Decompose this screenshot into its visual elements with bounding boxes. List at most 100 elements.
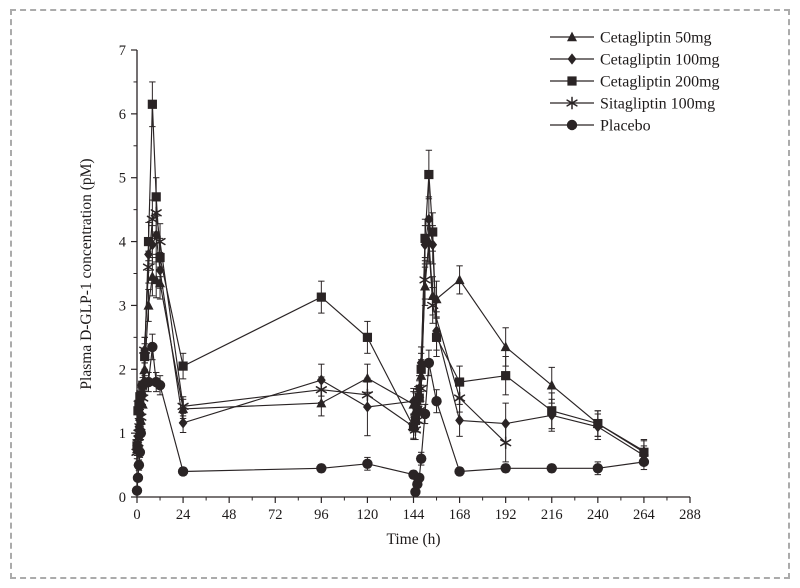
diamond-marker — [178, 417, 188, 429]
circle-marker — [135, 427, 147, 439]
circle-marker — [638, 456, 650, 468]
square-marker — [416, 364, 426, 374]
legend-item: Sitagliptin 100mg — [550, 96, 715, 113]
x-tick-label: 288 — [679, 507, 701, 523]
star-spoke — [177, 402, 189, 410]
legend-item-label: Cetagliptin 200mg — [600, 74, 720, 91]
legend-item: Cetagliptin 200mg — [550, 74, 720, 91]
square-marker — [147, 99, 157, 109]
square-marker — [501, 371, 511, 381]
triangle-marker — [454, 274, 465, 285]
x-tick-label: 120 — [357, 507, 379, 523]
circle-marker — [546, 463, 557, 474]
y-tick-label: 7 — [119, 43, 126, 59]
circle-marker — [177, 466, 189, 477]
circle-marker — [414, 472, 425, 484]
x-tick-label: 168 — [449, 507, 471, 523]
x-tick-label: 264 — [633, 507, 656, 523]
diamond-marker — [455, 414, 464, 426]
square-marker — [593, 418, 603, 429]
triangle-marker — [431, 293, 442, 304]
circle-marker — [147, 341, 158, 353]
square-marker — [133, 406, 143, 416]
x-tick-label: 144 — [403, 507, 426, 523]
y-tick-label: 6 — [119, 107, 126, 123]
triangle-marker — [500, 341, 511, 352]
star-marker — [361, 388, 374, 402]
star-spoke — [315, 386, 327, 394]
circle-marker — [431, 396, 442, 407]
star-spoke — [566, 99, 578, 107]
square-marker — [414, 393, 424, 403]
legend-item: Placebo — [550, 118, 651, 135]
star-spoke — [500, 439, 512, 447]
x-tick-label: 192 — [495, 507, 517, 523]
circle-marker — [415, 453, 427, 464]
y-tick-label: 2 — [119, 362, 126, 378]
star-spoke — [132, 439, 144, 447]
series-line — [136, 104, 645, 453]
circle-marker — [566, 119, 578, 131]
x-tick-label: 96 — [314, 507, 329, 523]
star-spoke — [453, 394, 466, 402]
star-spoke — [361, 391, 374, 399]
square-marker — [134, 399, 144, 410]
circle-marker — [419, 408, 431, 420]
star-marker — [142, 260, 155, 274]
circle-marker — [154, 380, 166, 391]
legend-item: Cetagliptin 50mg — [550, 30, 712, 47]
star-spoke — [150, 209, 162, 217]
triangle-marker — [546, 379, 557, 390]
star-spoke — [419, 276, 431, 284]
square-marker — [178, 361, 188, 371]
y-tick-label: 0 — [119, 490, 126, 506]
circle-marker — [132, 472, 144, 484]
diamond-marker — [567, 53, 577, 65]
star-marker — [409, 423, 422, 437]
circle-marker — [131, 485, 143, 496]
star-marker — [427, 299, 439, 312]
diamond-marker — [409, 395, 418, 407]
circle-marker — [134, 447, 146, 458]
x-tick-label: 240 — [587, 507, 609, 523]
square-marker — [639, 447, 649, 457]
square-marker — [420, 233, 430, 243]
circle-marker — [362, 458, 373, 469]
series-square — [132, 81, 649, 465]
star-marker — [419, 273, 431, 287]
x-tick-label: 216 — [541, 507, 563, 523]
star-spoke — [409, 426, 422, 434]
star-marker — [177, 399, 189, 413]
square-marker — [136, 390, 146, 400]
x-axis-title: Time (h) — [386, 531, 441, 548]
star-marker — [500, 436, 512, 450]
star-spoke — [415, 384, 427, 393]
star-marker — [415, 382, 427, 395]
star-marker — [154, 235, 166, 248]
circle-marker — [143, 376, 154, 388]
square-marker — [143, 236, 154, 247]
x-tick-label: 48 — [222, 507, 237, 523]
star-marker — [411, 414, 423, 427]
y-tick-label: 3 — [119, 298, 126, 314]
circle-marker — [592, 463, 604, 474]
star-spoke — [411, 416, 423, 425]
y-tick-label: 5 — [119, 171, 126, 187]
x-tick-label: 0 — [133, 507, 140, 523]
legend-item-label: Cetagliptin 50mg — [600, 30, 712, 47]
series-diamond — [132, 196, 649, 466]
star-marker — [132, 436, 144, 450]
circle-marker — [133, 459, 145, 471]
square-marker — [431, 332, 442, 342]
circle-marker — [316, 463, 327, 474]
x-tick-label: 24 — [176, 507, 191, 523]
y-tick-label: 4 — [119, 235, 127, 251]
legend-item-label: Cetagliptin 100mg — [600, 52, 720, 69]
star-spoke — [423, 241, 435, 249]
star-spoke — [135, 413, 147, 421]
triangle-marker — [362, 372, 373, 383]
star-spoke — [427, 301, 439, 310]
series-triangle — [132, 220, 649, 464]
